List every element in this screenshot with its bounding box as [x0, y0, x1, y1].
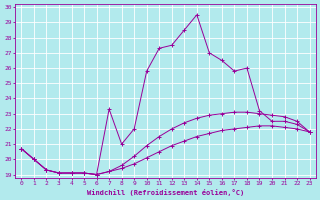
X-axis label: Windchill (Refroidissement éolien,°C): Windchill (Refroidissement éolien,°C) — [87, 189, 244, 196]
